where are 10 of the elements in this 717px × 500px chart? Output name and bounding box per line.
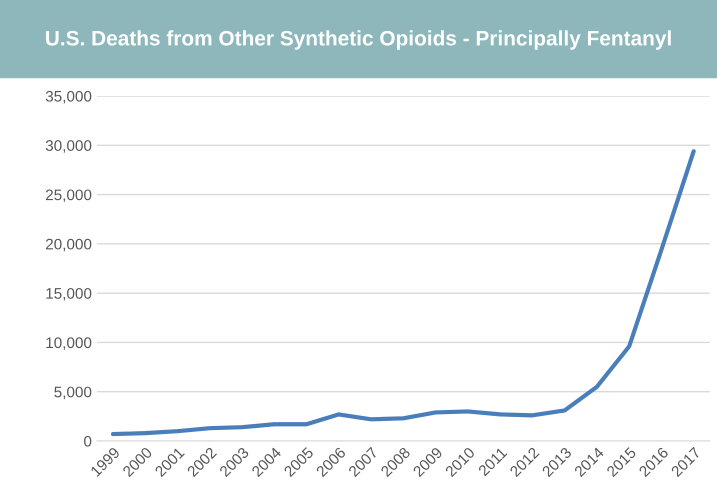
y-tick-label: 15,000 (46, 288, 92, 301)
line-series (110, 149, 696, 436)
y-tick-label: 5,000 (54, 386, 92, 400)
y-tick-label: 35,000 (46, 90, 92, 104)
y-tick-label: 30,000 (46, 140, 92, 153)
y-tick-label: 10,000 (46, 337, 92, 350)
y-tick-label: 0 (84, 436, 92, 447)
y-tick-label: 20,000 (46, 238, 92, 252)
y-tick-label: 25,000 (46, 189, 92, 202)
chart-title: U.S. Deaths from Other Synthetic Opioids - Principally Fentanyl (46, 30, 671, 50)
